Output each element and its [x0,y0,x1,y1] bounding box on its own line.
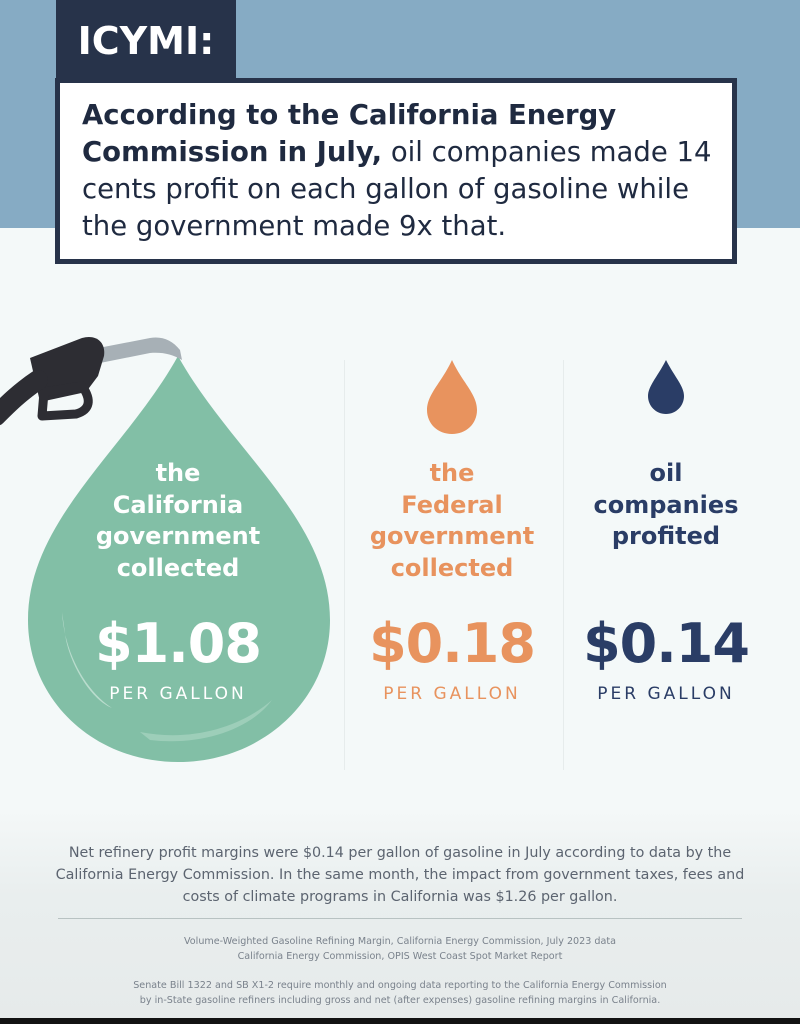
federal-unit: PER GALLON [383,684,521,704]
source-line: Volume-Weighted Gasoline Refining Margin… [183,936,617,947]
california-unit: PER GALLON [109,684,247,704]
california-label: the California government collected [95,459,261,582]
california-value: $1.08 [95,612,262,675]
oil-unit: PER GALLON [597,684,735,704]
legal-note: Senate Bill 1322 and SB X1-2 require mon… [40,978,760,1008]
footer-background [0,810,800,1024]
headline-bold: According to the California Energy Commi… [82,99,617,168]
divider-right [563,360,564,770]
federal-label: the Federal government collected [369,459,535,582]
bottom-bar [0,1018,800,1024]
summary-text: Net refinery profit margins were $0.14 p… [55,845,745,905]
divider-left [344,360,345,770]
federal-value: $0.18 [369,612,536,675]
headline-text: oil companies made 14 cents profit on ea… [82,136,712,242]
icymi-tag: ICYMI: [56,0,236,78]
legal-line: by in-State gasoline refiners including … [139,995,661,1006]
source-line: California Energy Commission, OPIS West … [237,951,563,962]
headline-box: According to the California Energy Commi… [55,78,737,264]
oil-label: oil companies profited [593,459,739,550]
footer-divider [58,918,742,919]
sources: Volume-Weighted Gasoline Refining Margin… [40,934,760,964]
oil-value: $0.14 [583,612,750,675]
legal-line: Senate Bill 1322 and SB X1-2 require mon… [133,980,667,991]
